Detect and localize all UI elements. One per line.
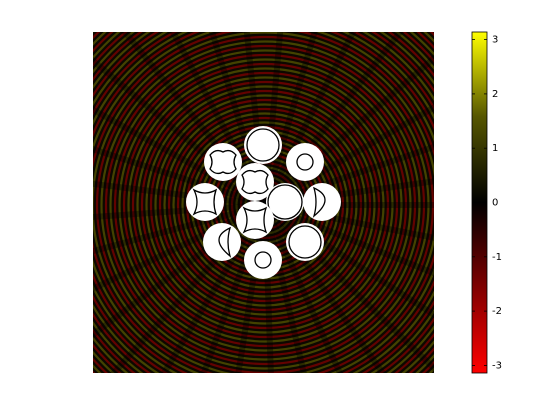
wave-shadow (262, 32, 357, 207)
wave-shadow (264, 178, 434, 208)
wave-shadow (93, 56, 267, 208)
wave-ring (181, 121, 349, 289)
wave-ring (163, 103, 367, 307)
wave-shadow (208, 32, 268, 206)
wave-shadow (263, 202, 434, 277)
wave-ring (149, 89, 381, 321)
wave-shadow (262, 32, 318, 206)
wave-ring (172, 112, 358, 298)
wave-shadow (169, 32, 268, 207)
wave-ring (154, 94, 376, 316)
colorbar-tick-label: 3 (492, 35, 498, 46)
wave-ring (100, 40, 430, 370)
wave-shadow (235, 204, 268, 373)
wave-shadow (263, 103, 434, 208)
colorbar-tick-label: -1 (492, 252, 502, 263)
wave-ring (122, 62, 408, 348)
wave-shadow (264, 202, 434, 241)
wave-shadow (93, 202, 267, 339)
wave-shadow (200, 203, 268, 373)
wave-ring (104, 44, 426, 366)
wave-ring (93, 32, 434, 373)
wave-shadow (262, 203, 344, 373)
wave-ring (109, 49, 421, 361)
wave-shadow (264, 143, 434, 208)
wave-shadow (262, 204, 307, 373)
colorbar-tick-label: 1 (492, 143, 498, 154)
wave-ring (176, 116, 354, 294)
wave-ring (131, 71, 399, 339)
colorbar-tick-label: -3 (492, 360, 502, 371)
wave-shadow (93, 106, 267, 208)
wave-shadow (93, 202, 266, 221)
wave-shadow (263, 202, 434, 319)
wave-ring (127, 67, 403, 343)
wave-ring (167, 107, 363, 303)
wave-ring (118, 58, 412, 352)
wave-shadow (109, 202, 268, 373)
wave-shadow (93, 202, 266, 255)
wave-shadow (93, 180, 266, 208)
wave-ring (140, 80, 390, 330)
wave-shadow (262, 32, 284, 206)
wave-shadow (262, 203, 387, 373)
wave-shadow (243, 32, 268, 206)
wave-shadow (93, 202, 267, 293)
colorbar-tick-label: 2 (492, 89, 498, 100)
wave-shadow (121, 32, 268, 207)
wave-ring (145, 85, 385, 325)
wave-ring (95, 35, 434, 373)
wave-shadow (93, 145, 266, 208)
wave-shadow (262, 32, 404, 207)
scatterers (186, 126, 341, 279)
colorbar-tick-label: 0 (492, 198, 498, 209)
colorbar-tick-label: -2 (492, 306, 502, 317)
wave-shadow (160, 203, 268, 373)
wave-shadow (262, 202, 434, 373)
wave-shadow (263, 54, 434, 208)
wave-ring (158, 98, 372, 312)
wave-ring (113, 53, 417, 357)
wave-ring (136, 76, 394, 334)
wave-shadow (262, 204, 274, 373)
